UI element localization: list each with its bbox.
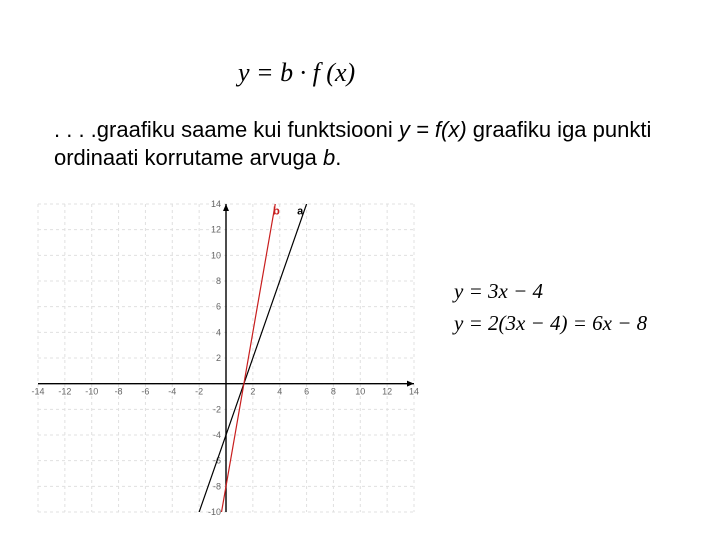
svg-text:4: 4 [277, 387, 282, 397]
svg-text:6: 6 [216, 302, 221, 312]
svg-text:14: 14 [409, 387, 419, 397]
svg-text:4: 4 [216, 327, 221, 337]
equation-2: y = 2(3x − 4) = 6x − 8 [454, 308, 647, 340]
svg-text:-2: -2 [213, 404, 221, 414]
svg-text:2: 2 [250, 387, 255, 397]
svg-text:-8: -8 [213, 481, 221, 491]
svg-text:2: 2 [216, 353, 221, 363]
svg-text:-10: -10 [208, 507, 221, 517]
svg-text:-14: -14 [31, 387, 44, 397]
svg-text:6: 6 [304, 387, 309, 397]
equation-1: y = 3x − 4 [454, 276, 647, 308]
svg-text:-6: -6 [141, 387, 149, 397]
desc-suffix: . [335, 145, 341, 170]
svg-text:12: 12 [211, 225, 221, 235]
top-formula: y = b · f (x) [238, 58, 355, 88]
line-chart: -14-12-10-8-6-4-22468101214-10-8-6-4-224… [20, 198, 420, 518]
svg-text:-2: -2 [195, 387, 203, 397]
svg-text:-12: -12 [58, 387, 71, 397]
svg-text:8: 8 [331, 387, 336, 397]
desc-prefix: . . . .graafiku saame kui funktsiooni [54, 117, 399, 142]
chart-container: -14-12-10-8-6-4-22468101214-10-8-6-4-224… [20, 198, 420, 518]
svg-text:10: 10 [211, 250, 221, 260]
svg-text:12: 12 [382, 387, 392, 397]
equations-block: y = 3x − 4 y = 2(3x − 4) = 6x − 8 [454, 276, 647, 339]
svg-text:8: 8 [216, 276, 221, 286]
svg-text:-8: -8 [115, 387, 123, 397]
svg-text:14: 14 [211, 199, 221, 209]
desc-func: y = f(x) [399, 117, 467, 142]
svg-text:-10: -10 [85, 387, 98, 397]
description-text: . . . .graafiku saame kui funktsiooni y … [54, 116, 664, 172]
svg-text:-4: -4 [213, 430, 221, 440]
svg-text:a: a [297, 205, 304, 217]
desc-b: b [323, 145, 335, 170]
svg-text:-4: -4 [168, 387, 176, 397]
svg-text:b: b [273, 205, 280, 217]
svg-text:10: 10 [355, 387, 365, 397]
